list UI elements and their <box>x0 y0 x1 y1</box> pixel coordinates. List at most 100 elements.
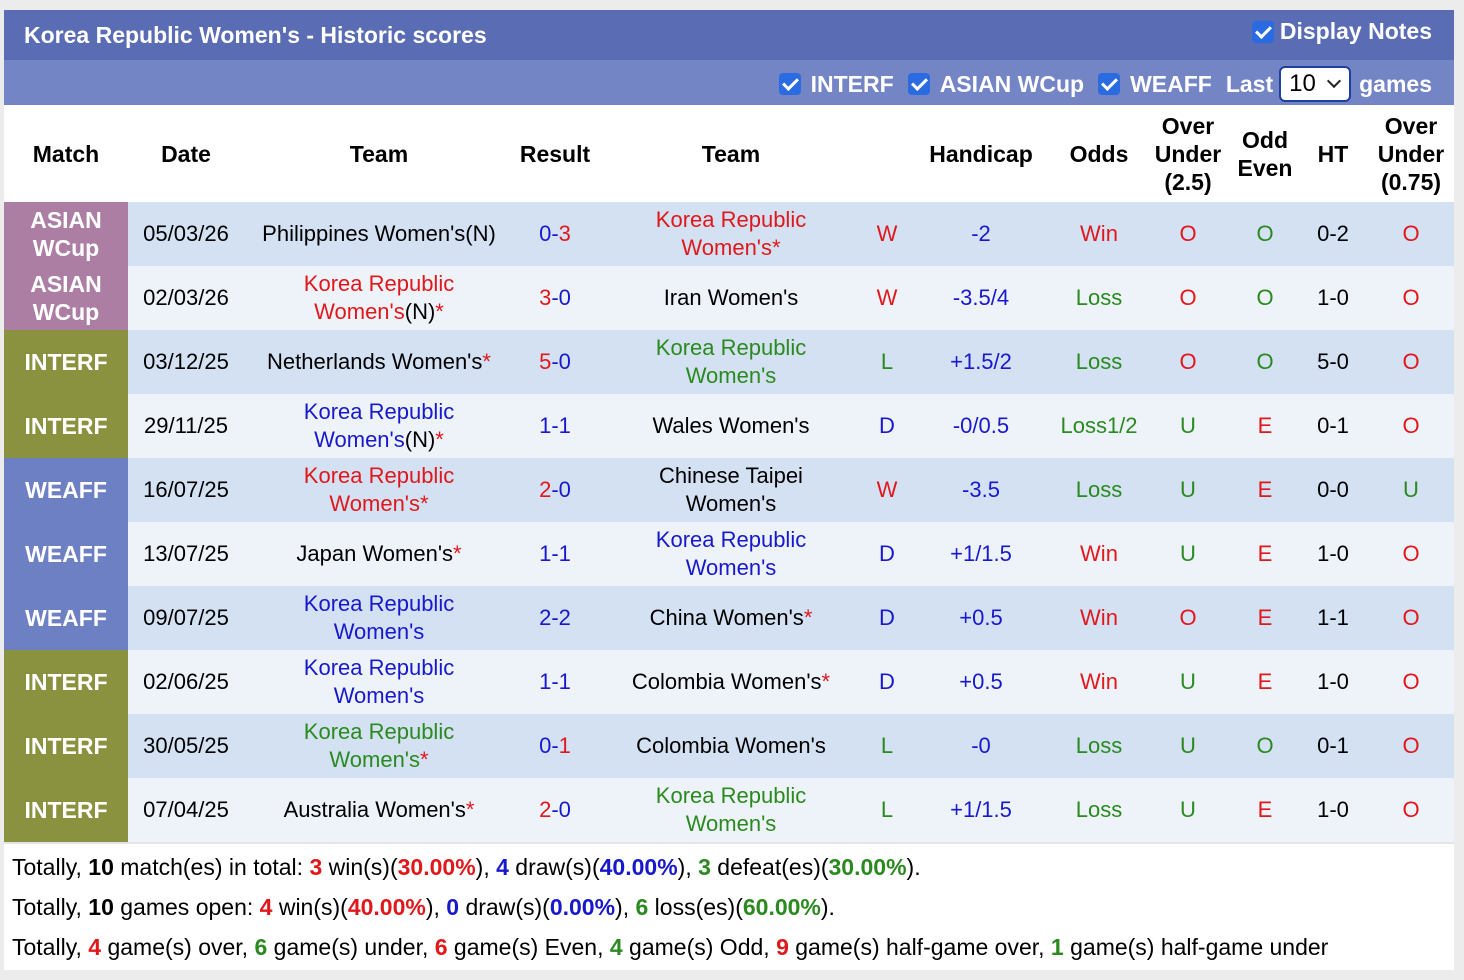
home-team-name[interactable]: Korea Republic <box>303 591 455 616</box>
filter-asian-wcup[interactable]: ASIAN WCup <box>907 71 1084 98</box>
match-competition[interactable]: INTERF <box>4 778 128 842</box>
table-row[interactable]: INTERF 29/11/25 Korea Republic Women's(N)* 1… <box>4 394 1454 458</box>
home-team-name-cont[interactable]: Women's <box>329 491 421 516</box>
col-odds[interactable]: Odds <box>1054 105 1144 202</box>
col-over-under-ht[interactable]: Over Under (0.75) <box>1368 105 1454 202</box>
table-row[interactable]: INTERF 07/04/25 Australia Women's* 2-0 Korea… <box>4 778 1454 842</box>
home-team-cell[interactable]: Japan Women's* <box>244 522 514 586</box>
away-team-name[interactable]: Colombia Women's <box>636 733 826 758</box>
home-team-name[interactable]: Netherlands Women's <box>267 349 483 374</box>
away-team-name[interactable]: Iran Women's <box>663 285 799 310</box>
col-date[interactable]: Date <box>128 105 244 202</box>
display-notes-checkbox[interactable] <box>1251 20 1274 43</box>
match-result[interactable]: 2-0 <box>514 778 596 842</box>
table-row[interactable]: INTERF 03/12/25 Netherlands Women's* 5-0 Kor… <box>4 330 1454 394</box>
filter-interf[interactable]: INTERF <box>778 71 894 98</box>
match-result[interactable]: 3-0 <box>514 266 596 330</box>
away-team-cell[interactable]: China Women's* <box>596 586 866 650</box>
away-team-cell[interactable]: Wales Women's <box>596 394 866 458</box>
away-team-name-cont[interactable]: Women's <box>685 363 777 388</box>
col-ht[interactable]: HT <box>1298 105 1368 202</box>
home-team-cell[interactable]: Korea Republic Women's* <box>244 714 514 778</box>
home-team-name[interactable]: Korea Republic <box>303 463 455 488</box>
away-team-cell[interactable]: Korea Republic Women's <box>596 330 866 394</box>
table-row[interactable]: INTERF 30/05/25 Korea Republic Women's* 0-1 C… <box>4 714 1454 778</box>
home-team-name[interactable]: Japan Women's <box>296 541 454 566</box>
match-result[interactable]: 5-0 <box>514 330 596 394</box>
match-competition[interactable]: INTERF <box>4 650 128 714</box>
col-odd-even[interactable]: Odd Even <box>1232 105 1298 202</box>
match-competition[interactable]: ASIAN WCup <box>4 202 128 266</box>
home-team-cell[interactable]: Korea Republic Women's <box>244 586 514 650</box>
away-team-name-cont[interactable]: Women's <box>685 555 777 580</box>
home-team-cell[interactable]: Korea Republic Women's <box>244 650 514 714</box>
away-team-cell[interactable]: Korea Republic Women's <box>596 522 866 586</box>
table-row[interactable]: WEAFF 13/07/25 Japan Women's* 1-1 Korea Repu… <box>4 522 1454 586</box>
table-row[interactable]: ASIAN WCup 02/03/26 Korea Republic Women's(N… <box>4 266 1454 330</box>
match-result[interactable]: 0-3 <box>514 202 596 266</box>
home-team-name[interactable]: Korea Republic <box>303 655 455 680</box>
away-team-cell[interactable]: Colombia Women's* <box>596 650 866 714</box>
away-team-name[interactable]: Chinese Taipei <box>659 463 803 488</box>
match-competition[interactable]: INTERF <box>4 394 128 458</box>
away-team-name[interactable]: Colombia Women's <box>631 669 822 694</box>
home-team-cell[interactable]: Korea Republic Women's(N)* <box>244 266 514 330</box>
match-result[interactable]: 2-0 <box>514 458 596 522</box>
match-result[interactable]: 1-1 <box>514 650 596 714</box>
col-over-under[interactable]: Over Under (2.5) <box>1144 105 1232 202</box>
away-team-cell[interactable]: Iran Women's <box>596 266 866 330</box>
away-team-name[interactable]: Korea Republic <box>655 783 807 808</box>
match-result[interactable]: 2-2 <box>514 586 596 650</box>
home-team-name[interactable]: Philippines Women's(N) <box>262 221 496 246</box>
away-team-name[interactable]: Wales Women's <box>652 413 810 438</box>
col-home-team[interactable]: Team <box>244 105 514 202</box>
match-result[interactable]: 1-1 <box>514 522 596 586</box>
home-team-name[interactable]: Korea Republic <box>303 399 455 424</box>
table-row[interactable]: WEAFF 16/07/25 Korea Republic Women's* 2-0 Ch… <box>4 458 1454 522</box>
col-handicap[interactable]: Handicap <box>908 105 1054 202</box>
home-team-cell[interactable]: Korea Republic Women's(N)* <box>244 394 514 458</box>
home-team-name[interactable]: Australia Women's <box>283 797 466 822</box>
display-notes-toggle[interactable]: Display Notes <box>1251 18 1432 45</box>
away-team-cell[interactable]: Korea Republic Women's* <box>596 202 866 266</box>
away-team-name[interactable]: China Women's <box>649 605 804 630</box>
away-team-name[interactable]: Korea Republic <box>655 527 807 552</box>
table-row[interactable]: INTERF 02/06/25 Korea Republic Women's 1-1 Co… <box>4 650 1454 714</box>
home-team-cell[interactable]: Korea Republic Women's* <box>244 458 514 522</box>
filter-weaff-checkbox[interactable] <box>1098 73 1121 95</box>
away-team-cell[interactable]: Chinese Taipei Women's <box>596 458 866 522</box>
table-row[interactable]: ASIAN WCup 05/03/26 Philippines Women's(N) 0… <box>4 202 1454 266</box>
home-team-name[interactable]: Korea Republic <box>303 271 455 296</box>
away-team-name[interactable]: Korea Republic <box>655 207 807 232</box>
match-competition[interactable]: INTERF <box>4 714 128 778</box>
match-competition[interactable]: ASIAN WCup <box>4 266 128 330</box>
match-competition[interactable]: WEAFF <box>4 522 128 586</box>
home-team-name[interactable]: Korea Republic <box>303 719 455 744</box>
last-games-select[interactable]: 10 <box>1279 66 1352 102</box>
col-away-team[interactable]: Team <box>596 105 866 202</box>
filter-weaff[interactable]: WEAFF <box>1098 71 1212 98</box>
home-team-cell[interactable]: Australia Women's* <box>244 778 514 842</box>
away-team-cell[interactable]: Korea Republic Women's <box>596 778 866 842</box>
away-team-name-cont[interactable]: Women's <box>685 811 777 836</box>
home-team-cell[interactable]: Netherlands Women's* <box>244 330 514 394</box>
filter-interf-checkbox[interactable] <box>778 73 801 95</box>
away-team-name-cont[interactable]: Women's <box>681 235 773 260</box>
home-team-name-cont[interactable]: Women's <box>329 747 421 772</box>
home-team-name-cont[interactable]: Women's <box>314 299 405 324</box>
away-team-cell[interactable]: Colombia Women's <box>596 714 866 778</box>
match-result[interactable]: 1-1 <box>514 394 596 458</box>
home-team-name-cont[interactable]: Women's <box>314 427 405 452</box>
col-match[interactable]: Match <box>4 105 128 202</box>
match-competition[interactable]: WEAFF <box>4 458 128 522</box>
away-team-name[interactable]: Korea Republic <box>655 335 807 360</box>
match-competition[interactable]: INTERF <box>4 330 128 394</box>
match-competition[interactable]: WEAFF <box>4 586 128 650</box>
col-result[interactable]: Result <box>514 105 596 202</box>
home-team-cell[interactable]: Philippines Women's(N) <box>244 202 514 266</box>
match-result[interactable]: 0-1 <box>514 714 596 778</box>
away-team-name-cont[interactable]: Women's <box>685 491 777 516</box>
home-team-name-cont[interactable]: Women's <box>333 619 425 644</box>
table-row[interactable]: WEAFF 09/07/25 Korea Republic Women's 2-2 Chi… <box>4 586 1454 650</box>
home-team-name-cont[interactable]: Women's <box>333 683 425 708</box>
